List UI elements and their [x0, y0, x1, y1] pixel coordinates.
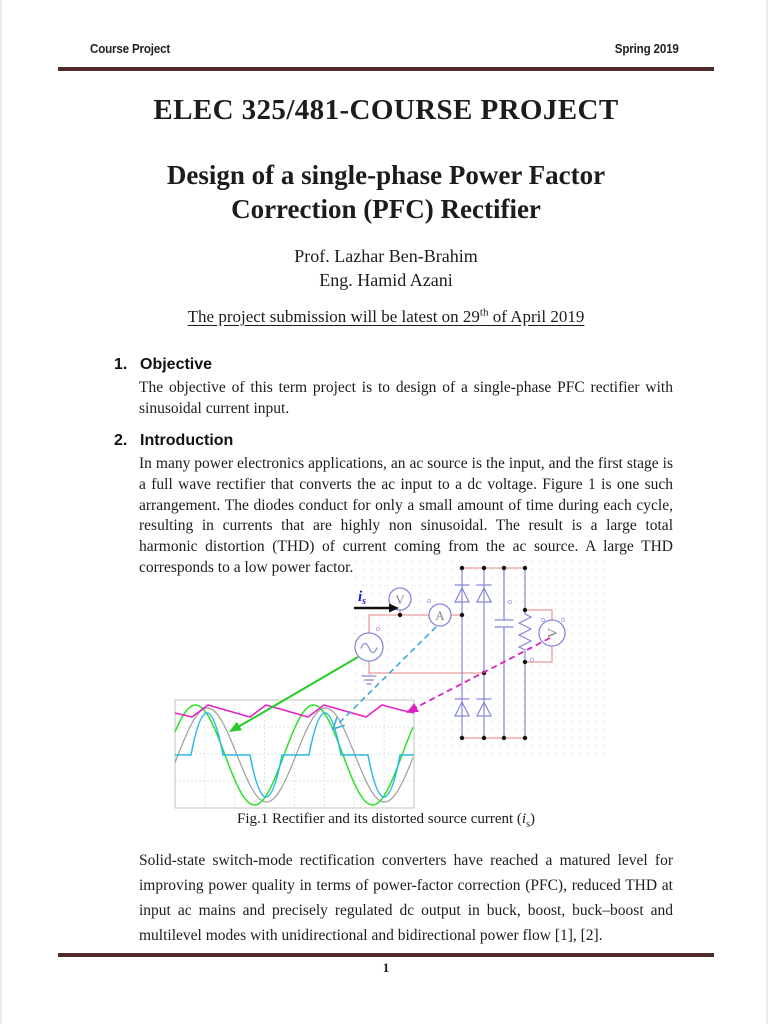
section-heading-introduction: 2. Introduction [114, 432, 233, 450]
header-rule [58, 67, 714, 71]
capacitor-icon [494, 567, 514, 739]
ammeter-label: A [435, 608, 445, 623]
shifted-voltage-green [174, 704, 414, 806]
diode-bridge-icon [454, 584, 492, 717]
resistor-icon [517, 567, 533, 739]
subtitle-line-1: Design of a single-phase Power Factor [166, 160, 606, 190]
section-heading-objective: 1. Objective [114, 356, 212, 374]
ac-sine-glyph [360, 642, 378, 654]
ground-icon [361, 675, 377, 685]
figure-rectifier-diagram: V A V is [174, 556, 606, 809]
submission-suffix: of April 2019 [488, 307, 585, 326]
waveform-plot [174, 699, 415, 809]
page-title: ELEC 325/481-COURSE PROJECT [153, 94, 619, 126]
header-right-text: Spring 2019 [615, 42, 679, 56]
document-subtitle: Design of a single-phase Power Factor Co… [2, 158, 766, 226]
subtitle-line-2: Correction (PFC) Rectifier [231, 194, 541, 224]
closing-paragraph: Solid-state switch-mode rectification co… [139, 852, 673, 944]
author-line-2: Eng. Hamid Azani [319, 269, 453, 290]
section-number: 2. [114, 432, 128, 449]
cyan-dashed-arrow-icon [331, 626, 437, 731]
annotation-arrows [229, 626, 551, 732]
input-voltmeter-label: V [395, 592, 405, 607]
green-arrow-icon [229, 656, 359, 732]
header-left-text: Course Project [90, 42, 171, 56]
distorted-current-cyan [175, 712, 414, 798]
rectified-output-magenta [174, 704, 415, 718]
wire-red [368, 567, 553, 739]
author-line-1: Prof. Lazhar Ben-Brahim [294, 246, 478, 266]
circuit-schematic: V A V is [353, 565, 566, 741]
output-voltmeter-label: V [546, 628, 561, 638]
figure-caption: Fig.1 Rectifier and its distorted source… [237, 811, 535, 830]
ammeter-icon [428, 603, 452, 627]
bridge-rails [461, 567, 485, 739]
submission-note: The project submission will be latest on… [2, 306, 766, 327]
source-current-label: is [358, 589, 366, 607]
submission-superscript: th [479, 306, 489, 319]
section-title: Objective [140, 356, 213, 373]
objective-paragraph: The objective of this term project is to… [139, 379, 673, 417]
magenta-dashed-arrow-icon [406, 637, 551, 713]
footer-rule [58, 953, 714, 957]
section-title: Introduction [140, 432, 234, 449]
page-number: 1 [382, 960, 390, 975]
source-voltage-gray [174, 707, 414, 803]
submission-prefix: The project submission will be latest on… [187, 307, 480, 326]
section-number: 1. [114, 356, 128, 373]
introduction-paragraph: In many power electronics applications, … [139, 455, 673, 576]
port-markers [375, 598, 566, 663]
current-direction-arrow-icon [353, 603, 399, 613]
author-block: Prof. Lazhar Ben-Brahim Eng. Hamid Azani [2, 245, 766, 292]
input-voltmeter-icon [388, 587, 412, 611]
